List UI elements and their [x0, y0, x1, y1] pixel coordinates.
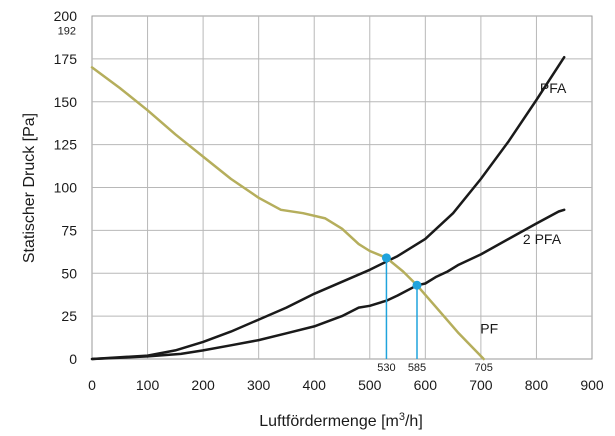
y-tick-label: 150	[54, 94, 78, 110]
x-tick-label: 800	[525, 377, 549, 393]
y-tick-label: 75	[61, 222, 77, 238]
x-axis-title: Luftfördermenge [m3/h]	[259, 411, 423, 430]
x-tick-label: 900	[580, 377, 604, 393]
x-axis-title-post: /h]	[405, 413, 423, 430]
x-tick-label: 500	[358, 377, 382, 393]
series-label: PF	[480, 320, 498, 336]
y-tick-label: 50	[61, 265, 77, 281]
operating-point	[412, 280, 422, 290]
x-marker-label: 585	[408, 362, 426, 374]
y-axis-title: Statischer Druck [Pa]	[21, 113, 38, 263]
x-tick-label: 700	[469, 377, 493, 393]
operating-point-markers	[381, 253, 422, 359]
y-extra-tick-label: 192	[58, 26, 76, 38]
y-tick-label: 200	[54, 8, 78, 24]
series-label: PFA	[540, 80, 567, 96]
operating-point	[381, 253, 391, 263]
y-tick-label: 100	[54, 180, 78, 196]
x-axis-title-sup: 3	[399, 411, 405, 423]
x-axis-title-pre: Luftfördermenge [m	[259, 413, 399, 430]
y-tick-label: 0	[69, 351, 77, 367]
y-tick-label: 25	[61, 308, 77, 324]
y-tick-label: 125	[54, 137, 78, 153]
x-tick-label: 100	[136, 377, 160, 393]
x-tick-label: 400	[303, 377, 327, 393]
y-tick-label: 175	[54, 51, 78, 67]
x-tick-label: 200	[191, 377, 215, 393]
series-label: 2 PFA	[523, 231, 562, 247]
grid	[91, 15, 593, 360]
tick-labels: 0 100 200 300 400 500 600 700 800 900 0 25 50 75 100 12…	[54, 8, 604, 393]
series-pfa-line	[90, 55, 566, 361]
x-marker-label: 705	[474, 362, 492, 374]
x-tick-label: 0	[88, 377, 96, 393]
x-marker-label: 530	[377, 362, 395, 374]
x-tick-label: 300	[247, 377, 271, 393]
x-tick-label: 600	[414, 377, 438, 393]
